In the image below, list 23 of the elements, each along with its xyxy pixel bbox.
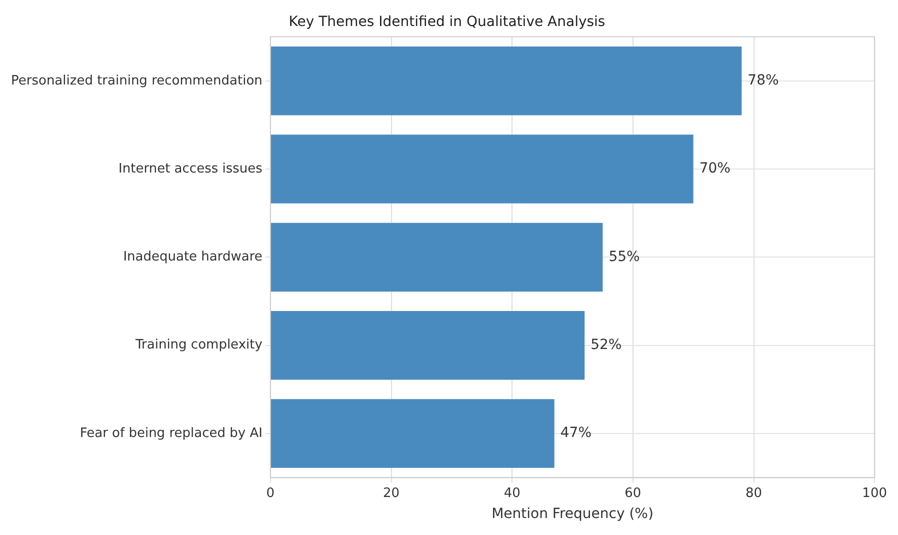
bar: [270, 222, 603, 292]
data-label: 52%: [590, 337, 622, 353]
data-label: 78%: [748, 72, 779, 89]
x-tick-label: 0: [266, 486, 275, 501]
chart-title: Key Themes Identified in Qualitative Analysis: [288, 14, 606, 30]
y-tick-label: Inadequate hardware: [123, 250, 262, 265]
bar: [270, 399, 554, 468]
x-tick-label: 20: [382, 486, 400, 501]
x-tick-label: 40: [504, 486, 520, 501]
y-tick-label: Personalized training recommendation: [10, 73, 262, 88]
data-label: 47%: [560, 425, 592, 442]
x-axis-title: Mention Frequency (%): [492, 506, 654, 522]
bar: [270, 310, 585, 380]
x-tick-label: 60: [624, 486, 642, 501]
data-label: 55%: [608, 248, 640, 265]
y-tick-label: Training complexity: [134, 338, 263, 353]
bar: [270, 134, 694, 204]
x-tick-label: 100: [862, 486, 888, 501]
y-tick-label: Fear of being replaced by AI: [80, 426, 262, 441]
data-label: 70%: [699, 160, 730, 177]
y-tick-label: Internet access issues: [118, 161, 263, 176]
bar: [270, 46, 742, 116]
x-tick-label: 80: [745, 486, 762, 501]
